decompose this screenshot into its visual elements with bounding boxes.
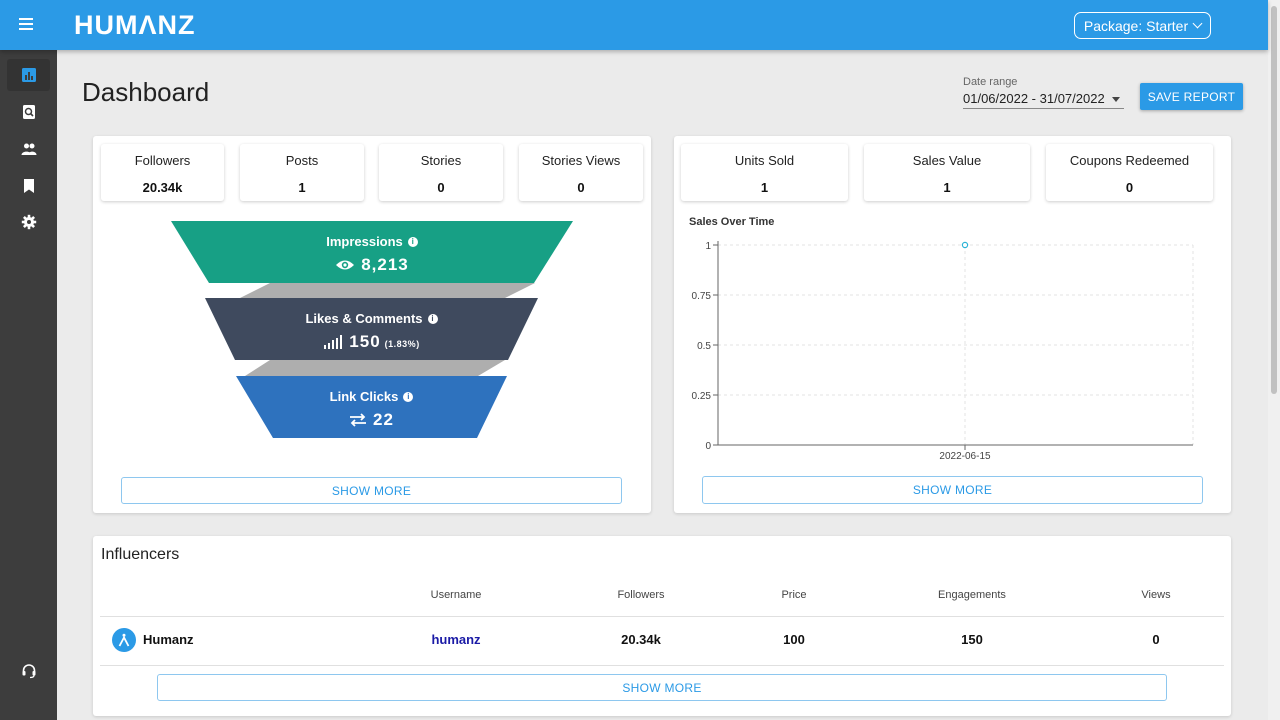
link-clicks-label: Link Clicks — [329, 389, 399, 404]
stat-value: 0 — [1125, 180, 1134, 195]
page-title: Dashboard — [82, 77, 210, 107]
link-clicks-value: 22 — [373, 410, 394, 429]
eye-icon — [336, 260, 355, 270]
stat-coupons-redeemed: Coupons Redeemed 0 — [1046, 144, 1213, 201]
funnel-connector — [245, 360, 505, 376]
menu-icon[interactable] — [17, 15, 39, 35]
date-range-select[interactable]: 01/06/2022 - 31/07/2022 — [963, 91, 1124, 109]
likes-comments-percent: (1.83%) — [384, 339, 420, 349]
package-selector-button[interactable]: Package: Starter — [1074, 12, 1211, 39]
stat-label: Coupons Redeemed — [1069, 153, 1190, 168]
funnel-link-clicks — [236, 376, 507, 438]
stat-value: 20.34k — [142, 180, 183, 195]
scrollbar-thumb[interactable] — [1271, 6, 1277, 394]
stat-label: Posts — [285, 153, 319, 168]
people-icon — [21, 143, 36, 155]
funnel-impressions-text: Impressions i 8,213 — [172, 234, 572, 275]
stat-value: 1 — [298, 180, 306, 195]
bar-chart-icon — [21, 68, 36, 82]
table-divider — [100, 616, 1224, 617]
influencer-price: 100 — [783, 632, 805, 647]
influencer-views: 0 — [1152, 632, 1160, 647]
sales-show-more-button[interactable]: SHOW MORE — [702, 476, 1203, 504]
influencer-engagements: 150 — [961, 632, 983, 647]
y-tick-label: 1 — [705, 241, 711, 252]
data-point — [961, 241, 969, 249]
sidebar-item-dashboard[interactable] — [7, 59, 50, 91]
stat-value: 1 — [760, 180, 769, 195]
bookmark-icon — [23, 179, 34, 193]
influencer-username-link[interactable]: humanz — [431, 632, 481, 647]
package-label: Package: Starter — [1083, 17, 1189, 34]
y-tick-label: 0.75 — [692, 291, 712, 302]
y-tick-label: 0 — [705, 441, 711, 452]
funnel-clicks-text: Link Clicks i 22 — [236, 389, 507, 430]
likes-comments-label: Likes & Comments — [305, 311, 423, 326]
impressions-value: 8,213 — [361, 255, 409, 274]
swap-arrows-icon — [350, 413, 367, 427]
chevron-down-icon — [1192, 18, 1203, 29]
humanz-logo-icon — [118, 633, 130, 647]
sales-over-time-chart: 0 0.25 0.5 0.75 1 2022-06-15 — [692, 241, 1194, 462]
sidebar-item-support[interactable] — [7, 655, 50, 687]
stat-label: Stories — [420, 153, 462, 168]
column-header-username[interactable]: Username — [430, 589, 482, 601]
app-logo[interactable]: HUMΛNZ — [74, 10, 196, 40]
funnel-connector — [240, 283, 535, 298]
sidebar — [0, 50, 57, 720]
sidebar-item-search[interactable] — [7, 96, 50, 128]
sidebar-item-settings[interactable] — [7, 206, 50, 238]
dropdown-caret-icon — [1112, 97, 1120, 102]
stat-label: Stories Views — [541, 153, 621, 168]
avatar — [112, 628, 136, 652]
funnel-likes-comments — [205, 298, 538, 360]
stat-value: 0 — [577, 180, 585, 195]
stat-posts: Posts 1 — [240, 144, 364, 201]
column-header-followers[interactable]: Followers — [617, 589, 665, 601]
x-tick-label: 2022-06-15 — [939, 451, 991, 462]
stat-units-sold: Units Sold 1 — [681, 144, 848, 201]
table-divider — [100, 665, 1224, 666]
impressions-label: Impressions — [326, 234, 403, 249]
column-header-engagements[interactable]: Engagements — [938, 589, 1006, 601]
stat-label: Units Sold — [734, 153, 795, 168]
stat-stories-views: Stories Views 0 — [519, 144, 643, 201]
info-icon[interactable]: i — [403, 391, 414, 402]
stat-followers: Followers 20.34k — [101, 144, 224, 201]
column-header-views[interactable]: Views — [1141, 589, 1171, 601]
y-tick-label: 0.25 — [692, 391, 712, 402]
likes-comments-value: 150 — [349, 332, 381, 351]
influencer-followers: 20.34k — [621, 632, 661, 647]
funnel-likes-text: Likes & Comments i 150 (1.83%) — [205, 311, 538, 352]
save-report-button[interactable]: SAVE REPORT — [1140, 83, 1243, 110]
chart-title: Sales Over Time — [689, 216, 775, 228]
stat-sales-value: Sales Value 1 — [864, 144, 1030, 201]
influencers-show-more-button[interactable]: SHOW MORE — [157, 674, 1167, 701]
funnel-impressions — [171, 221, 573, 283]
column-header-price[interactable]: Price — [781, 589, 807, 601]
search-document-icon — [22, 105, 35, 119]
stat-value: 0 — [437, 180, 445, 195]
info-icon[interactable]: i — [427, 313, 438, 324]
date-range-label: Date range — [963, 76, 1018, 88]
sidebar-item-influencers[interactable] — [7, 133, 50, 165]
top-app-bar: HUMΛNZ Package: Starter — [0, 0, 1268, 50]
engagement-funnel — [171, 221, 573, 438]
signal-bars-icon — [324, 335, 343, 349]
info-icon[interactable]: i — [407, 236, 418, 247]
sidebar-item-bookmarks[interactable] — [7, 170, 50, 202]
stat-label: Sales Value — [912, 153, 982, 168]
y-tick-label: 0.5 — [697, 341, 711, 352]
support-headset-icon — [22, 664, 35, 679]
gear-icon — [21, 214, 36, 230]
influencers-title: Influencers — [101, 546, 180, 563]
date-range-value: 01/06/2022 - 31/07/2022 — [963, 91, 1105, 106]
stat-value: 1 — [943, 180, 951, 195]
stat-label: Followers — [134, 153, 191, 168]
vertical-scrollbar[interactable] — [1268, 0, 1280, 720]
stat-stories: Stories 0 — [379, 144, 503, 201]
engagement-show-more-button[interactable]: SHOW MORE — [121, 477, 622, 504]
influencer-name[interactable]: Humanz — [143, 632, 194, 647]
